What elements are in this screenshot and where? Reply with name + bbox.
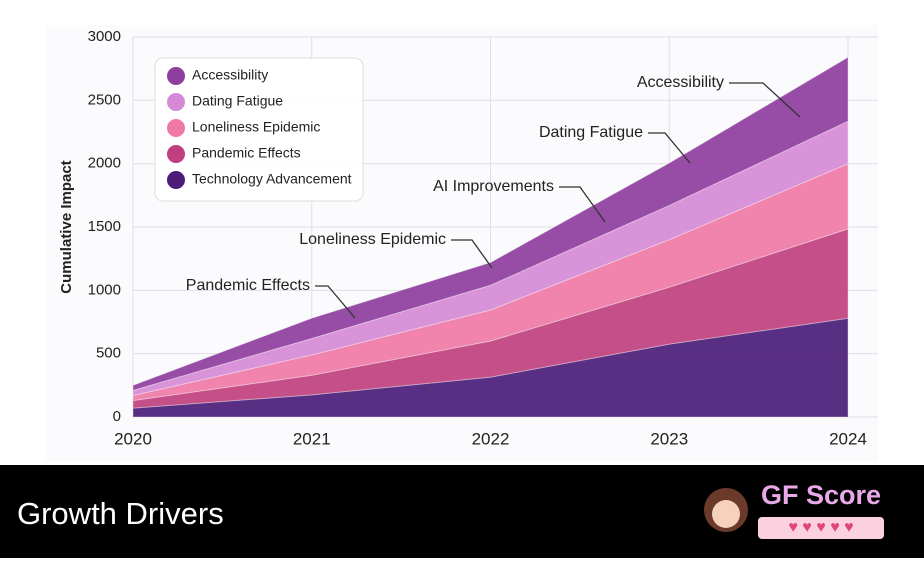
annotation-leader xyxy=(648,132,691,164)
legend-swatch xyxy=(167,67,185,85)
legend-swatch xyxy=(167,93,185,111)
annotation-leader xyxy=(451,239,493,269)
area xyxy=(132,120,849,397)
annotation-leader xyxy=(315,285,356,319)
x-tick-label: 2021 xyxy=(293,429,331,448)
footer-title: Growth Drivers xyxy=(17,496,224,531)
y-tick-label: 1500 xyxy=(88,218,121,235)
legend-swatch xyxy=(167,119,185,137)
annotation: AI Improvements xyxy=(433,178,554,195)
footer xyxy=(0,465,924,558)
x-tick-label: 2020 xyxy=(114,429,152,448)
y-axis-label: Cumulative Impact xyxy=(58,160,75,293)
y-tick-label: 2500 xyxy=(88,91,121,108)
legend-swatch xyxy=(167,171,185,189)
legend-label: Pandemic Effects xyxy=(192,145,301,161)
legend-label: Loneliness Epidemic xyxy=(192,119,320,135)
legend-label: Technology Advancement xyxy=(192,171,352,187)
y-tick-label: 1000 xyxy=(88,281,121,298)
logo: ♥ ♥ ♥ ♥ ♥ GF Score xyxy=(704,480,884,539)
x-tick-label: 2023 xyxy=(650,429,688,448)
logo-hearts-icons: ♥ ♥ ♥ ♥ ♥ xyxy=(788,519,853,536)
logo-face xyxy=(712,500,740,528)
legend-label: Accessibility xyxy=(192,67,268,83)
y-tick-label: 0 xyxy=(113,408,121,425)
annotation-leader xyxy=(729,82,801,118)
area xyxy=(132,56,849,392)
legend-swatch xyxy=(167,145,185,163)
y-tick-label: 500 xyxy=(96,345,121,362)
y-tick-label: 2000 xyxy=(88,155,121,172)
annotation: Loneliness Epidemic xyxy=(299,231,446,248)
x-tick-label: 2024 xyxy=(829,429,867,448)
plot: 0 500 1000 1500 2000 2500 3000 2020 2021 2022 2023… xyxy=(88,28,878,448)
y-tick-label: 3000 xyxy=(88,28,121,45)
annotation: Accessibility xyxy=(637,74,724,91)
annotation: Pandemic Effects xyxy=(186,277,310,294)
legend-box xyxy=(154,57,364,202)
logo-hearts xyxy=(758,517,884,539)
annotation: Dating Fatigue xyxy=(539,124,643,141)
logo-text: GF Score xyxy=(761,480,881,510)
legend: Accessibility Dating Fatigue Loneliness Ep… xyxy=(154,57,364,202)
annotation-leader xyxy=(559,186,606,223)
legend-label: Dating Fatigue xyxy=(192,93,283,109)
x-tick-label: 2022 xyxy=(472,429,510,448)
area xyxy=(132,162,849,402)
